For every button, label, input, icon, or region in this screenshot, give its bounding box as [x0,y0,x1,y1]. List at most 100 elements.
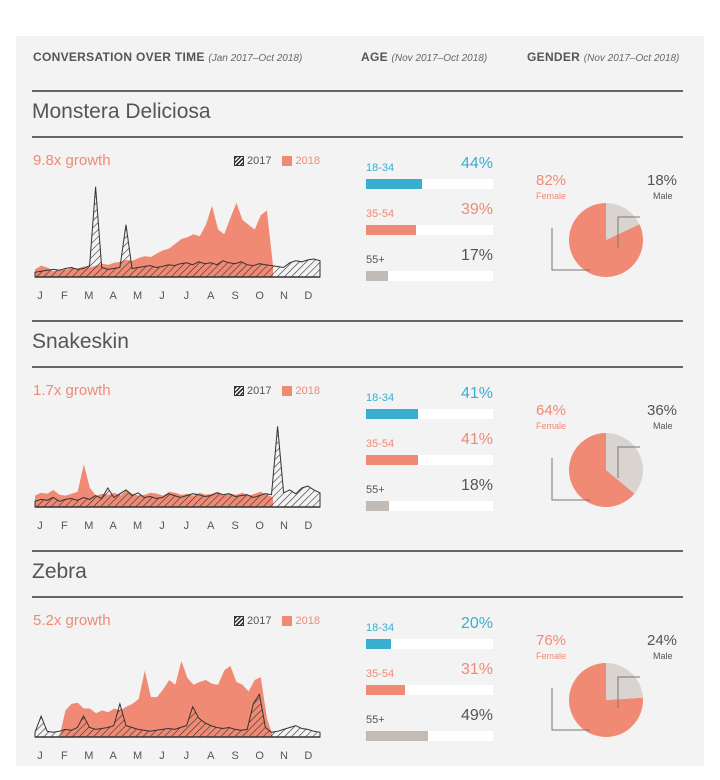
male-percent: 18% [647,172,678,189]
month-tick-label: M [133,290,143,302]
age-group-label: 35-54 [366,668,395,680]
series-2018-area [35,661,273,737]
age-percent: 49% [460,707,493,724]
legend-label-2017: 2017 [247,615,272,627]
growth-label: 1.7x growth [33,382,111,399]
month-tick-label: S [231,520,239,532]
month-tick-label: J [37,750,43,762]
age-bar-fill [366,179,422,189]
female-percent: 82% [536,172,567,189]
section-divider [32,366,683,368]
series-2018-area [35,202,273,277]
section-divider [32,550,683,552]
legend-swatch-2017 [234,156,244,166]
section-title: Monstera Deliciosa [32,100,211,123]
legend-swatch-2018 [282,386,293,396]
plant-section: Monstera Deliciosa 9.8x growth 2017 2018 … [0,90,720,320]
age-bar [366,409,493,419]
month-tick-label: M [84,750,94,762]
growth-label: 5.2x growth [33,612,111,629]
age-percent: 31% [460,661,493,678]
male-percent: 24% [647,632,678,649]
month-tick-label: J [37,290,43,302]
female-leader-line [551,688,590,731]
legend-swatch-2017 [234,616,244,626]
section-divider [32,320,683,322]
plant-section: Zebra 5.2x growth 2017 2018 J F M A M J J A S O N D 1… [0,550,720,780]
age-group-label: 55+ [366,714,385,726]
age-bar-fill [366,409,419,419]
pie-slice-female [569,433,635,507]
series-2017-area [34,426,321,508]
pie-slice-male [606,203,640,240]
month-tick-label: D [304,520,313,532]
month-tick-label: D [304,290,313,302]
legend-swatch-2017 [234,386,244,396]
age-bar-fill [366,225,416,235]
month-tick-label: N [280,520,288,532]
female-percent: 76% [536,632,567,649]
month-tick-label: J [159,290,165,302]
month-tick-label: F [61,290,68,302]
age-percent: 39% [460,201,493,218]
gender-pie [551,203,643,277]
month-tick-label: F [61,520,68,532]
age-group-label: 55+ [366,254,385,266]
age-group-label: 35-54 [366,208,395,220]
age-group-label: 18-34 [366,392,395,404]
age-bar-fill [366,501,389,511]
age-bar [366,455,493,465]
month-tick-label: S [231,750,239,762]
age-bar [366,685,493,695]
series-2017-area [34,692,321,738]
age-group-label: 55+ [366,484,385,496]
age-bar-fill [366,685,406,695]
age-group-label: 18-34 [366,622,395,634]
month-tick-label: D [304,750,313,762]
month-tick-label: M [133,520,143,532]
gender-pie [551,433,643,507]
pie-slice-male [606,663,643,700]
month-tick-label: A [109,290,117,302]
chart-legend: 2017 2018 [234,615,320,627]
female-percent: 64% [536,402,567,419]
legend-label-2018: 2018 [295,385,320,397]
month-tick-label: F [61,750,68,762]
series-2017-area [34,186,321,278]
pie-slice-male [606,433,643,494]
gender-pie [551,663,643,737]
month-tick-label: J [37,520,43,532]
age-bar [366,271,493,281]
female-label: Female [536,421,567,431]
month-tick-label: A [207,750,215,762]
area-chart [34,661,321,738]
female-leader-line [551,458,590,501]
month-tick-label: M [133,750,143,762]
age-bar [366,225,493,235]
section-divider [32,596,683,598]
age-percent: 18% [460,477,493,494]
age-percent: 17% [460,247,493,264]
month-tick-label: S [231,290,239,302]
month-tick-label: N [280,290,288,302]
age-bar [366,179,493,189]
legend-label-2017: 2017 [247,385,272,397]
age-header: AGE (Nov 2017–Oct 2018) [361,50,488,64]
area-chart [34,426,321,508]
female-label: Female [536,651,567,661]
age-bar [366,501,493,511]
infographic-panel [16,36,704,766]
age-percent: 44% [460,155,493,172]
month-tick-label: J [183,750,190,762]
month-tick-label: A [207,290,215,302]
section-title: Snakeskin [32,330,129,353]
chart-legend: 2017 2018 [234,385,320,397]
male-leader-line [617,446,640,478]
month-tick-label: O [255,750,264,762]
section-divider [32,90,683,92]
age-percent: 41% [460,385,493,402]
section-title: Zebra [32,560,87,583]
month-tick-label: M [84,290,94,302]
age-bar [366,639,493,649]
female-label: Female [536,191,567,201]
